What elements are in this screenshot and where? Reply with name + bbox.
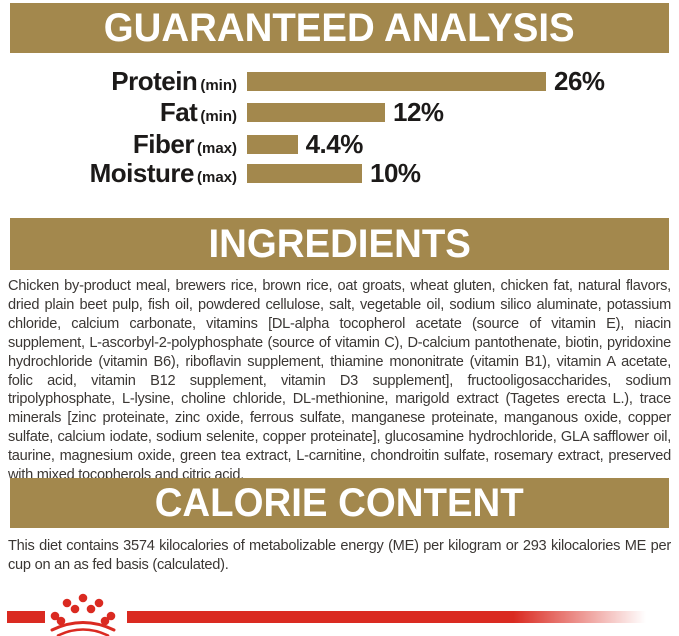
- value-moisture: 10%: [370, 157, 421, 188]
- bar-protein: [247, 71, 546, 91]
- chart-row-moisture: Moisture (max) 10%: [0, 157, 679, 188]
- chart-row-protein: Protein (min) 26%: [0, 65, 679, 96]
- brand-stripe-left: [7, 611, 45, 623]
- bar-fiber: [247, 134, 298, 154]
- chart-row-fiber: Fiber (max) 4.4%: [0, 128, 679, 159]
- chart-label-moisture: Moisture (max): [89, 157, 237, 188]
- chart-label-fiber: Fiber (max): [132, 128, 237, 159]
- guaranteed-analysis-header: GUARANTEED ANALYSIS: [10, 3, 669, 53]
- bar-fat: [247, 102, 385, 122]
- ingredients-title: INGREDIENTS: [208, 221, 471, 266]
- chart-label-fat: Fat (min): [159, 96, 237, 127]
- brand-stripe-right: [127, 611, 679, 623]
- ingredients-text: Chicken by-product meal, brewers rice, b…: [8, 278, 671, 484]
- royal-canin-crown-icon: [50, 593, 116, 636]
- guaranteed-analysis-title: GUARANTEED ANALYSIS: [104, 5, 575, 50]
- ingredients-header: INGREDIENTS: [10, 218, 669, 270]
- chart-row-fat: Fat (min) 12%: [0, 96, 679, 127]
- value-protein: 26%: [554, 65, 605, 96]
- value-fiber: 4.4%: [305, 128, 364, 159]
- calorie-content-title: CALORIE CONTENT: [154, 480, 525, 525]
- chart-label-protein: Protein (min): [111, 65, 237, 96]
- calorie-content-text: This diet contains 3574 kilocalories of …: [8, 538, 671, 573]
- bar-moisture: [247, 163, 362, 183]
- calorie-content-header: CALORIE CONTENT: [10, 478, 669, 528]
- value-fat: 12%: [393, 96, 444, 127]
